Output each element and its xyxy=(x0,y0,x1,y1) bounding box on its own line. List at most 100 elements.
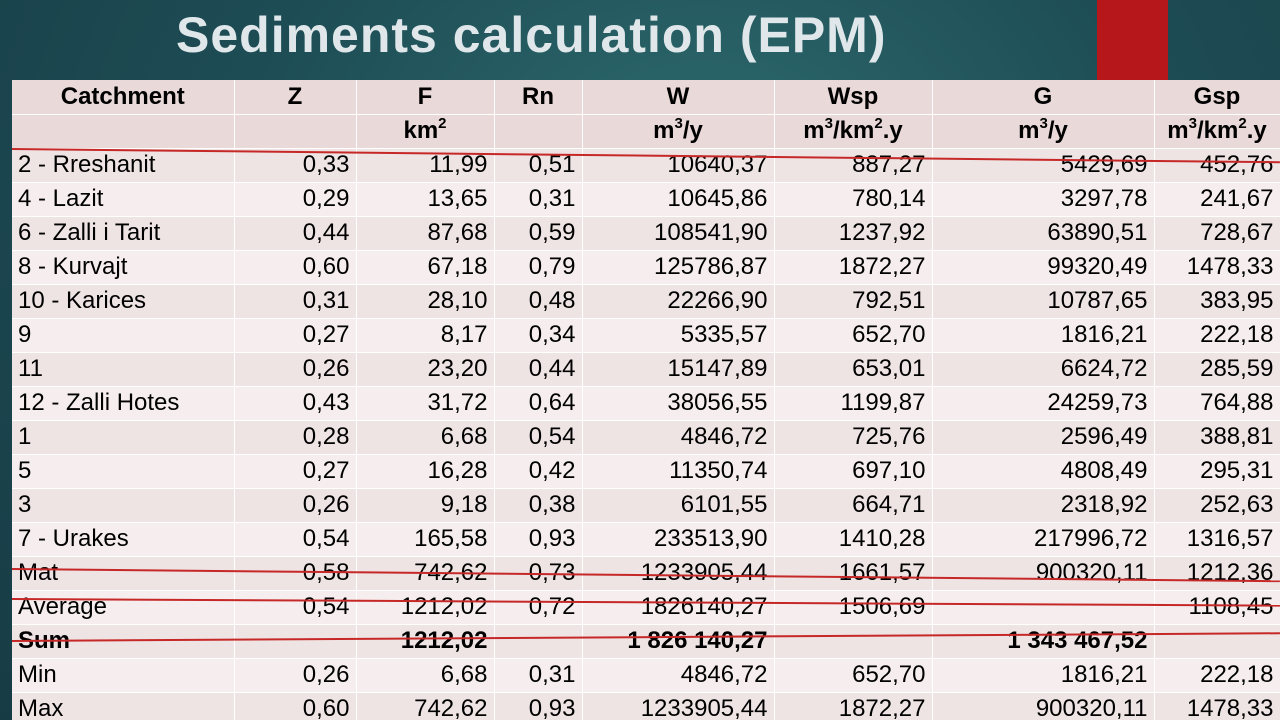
unit-exponent: 2 xyxy=(1238,115,1247,132)
value-cell: 764,88 xyxy=(1154,386,1280,421)
value-cell: 3297,78 xyxy=(932,182,1155,217)
value-cell: 1872,27 xyxy=(774,250,933,285)
unit-text: .y xyxy=(882,117,903,144)
catchment-cell: Mat xyxy=(12,556,235,591)
value-cell: 6101,55 xyxy=(582,488,775,523)
table-row: Average 0,54 1212,02 0,72 1826140,27 1506,69 1… xyxy=(12,590,1280,625)
value-cell xyxy=(1154,624,1280,659)
value-cell: 0,42 xyxy=(494,454,583,489)
catchment-cell: 9 xyxy=(12,318,235,353)
value-cell: 0,28 xyxy=(234,420,357,455)
table-body: 2 - Rreshanit 0,33 11,99 0,51 10640,37 887,27… xyxy=(12,148,1280,720)
value-cell: 0,33 xyxy=(234,148,357,183)
catchment-cell: 12 - Zalli Hotes xyxy=(12,386,235,421)
table-row: Max 0,60 742,62 0,93 1233905,44 1872,27 900320… xyxy=(12,692,1280,720)
value-cell: 11350,74 xyxy=(582,454,775,489)
table-row: 6 - Zalli i Tarit 0,44 87,68 0,59 108541,90 1… xyxy=(12,216,1280,251)
value-cell: 10787,65 xyxy=(932,284,1155,319)
unit-text: m xyxy=(653,117,675,144)
value-cell: 1826140,27 xyxy=(582,590,775,625)
value-cell: 652,70 xyxy=(774,658,933,693)
table-row: 8 - Kurvajt 0,60 67,18 0,79 125786,87 1872,27… xyxy=(12,250,1280,285)
value-cell: 8,17 xyxy=(356,318,495,353)
value-cell: 792,51 xyxy=(774,284,933,319)
value-cell: 0,31 xyxy=(234,284,357,319)
value-cell: 0,54 xyxy=(234,522,357,557)
value-cell: 0,26 xyxy=(234,658,357,693)
value-cell: 0,27 xyxy=(234,318,357,353)
value-cell: 664,71 xyxy=(774,488,933,523)
value-cell: 900320,11 xyxy=(932,556,1155,591)
value-cell: 1199,87 xyxy=(774,386,933,421)
value-cell: 725,76 xyxy=(774,420,933,455)
catchment-cell: 3 xyxy=(12,488,235,523)
value-cell: 125786,87 xyxy=(582,250,775,285)
catchment-cell: 4 - Lazit xyxy=(12,182,235,217)
value-cell: 28,10 xyxy=(356,284,495,319)
value-cell: 31,72 xyxy=(356,386,495,421)
value-cell: 1316,57 xyxy=(1154,522,1280,557)
value-cell: 1212,02 xyxy=(356,624,495,659)
value-cell: 9,18 xyxy=(356,488,495,523)
value-cell: 0,31 xyxy=(494,658,583,693)
value-cell: 0,79 xyxy=(494,250,583,285)
value-cell: 900320,11 xyxy=(932,692,1155,720)
column-header: Gsp xyxy=(1154,80,1280,115)
value-cell: 233513,90 xyxy=(582,522,775,557)
value-cell: 24259,73 xyxy=(932,386,1155,421)
value-cell: 0,27 xyxy=(234,454,357,489)
value-cell: 1212,02 xyxy=(356,590,495,625)
value-cell: 1661,57 xyxy=(774,556,933,591)
unit-text: m xyxy=(1018,117,1040,144)
value-cell: 2596,49 xyxy=(932,420,1155,455)
table-row: 11 0,26 23,20 0,44 15147,89 653,01 6624,72 285,… xyxy=(12,352,1280,387)
column-header: Wsp xyxy=(774,80,933,115)
column-unit: km2 xyxy=(356,114,495,149)
value-cell: 0,26 xyxy=(234,352,357,387)
unit-text: .y xyxy=(1246,117,1267,144)
value-cell: 1233905,44 xyxy=(582,556,775,591)
column-unit xyxy=(494,114,583,149)
value-cell: 1816,21 xyxy=(932,658,1155,693)
unit-exponent: 2 xyxy=(874,115,883,132)
value-cell xyxy=(234,624,357,659)
value-cell xyxy=(774,624,933,659)
value-cell: 452,76 xyxy=(1154,148,1280,183)
catchment-cell: Max xyxy=(12,692,235,720)
value-cell: 0,38 xyxy=(494,488,583,523)
unit-text: /km xyxy=(1196,117,1239,144)
catchment-cell: 11 xyxy=(12,352,235,387)
value-cell: 6624,72 xyxy=(932,352,1155,387)
value-cell: 87,68 xyxy=(356,216,495,251)
value-cell: 1478,33 xyxy=(1154,692,1280,720)
catchment-cell: 5 xyxy=(12,454,235,489)
value-cell: 4846,72 xyxy=(582,420,775,455)
value-cell: 165,58 xyxy=(356,522,495,557)
value-cell: 1 826 140,27 xyxy=(582,624,775,659)
value-cell: 38056,55 xyxy=(582,386,775,421)
value-cell: 13,65 xyxy=(356,182,495,217)
catchment-cell: 1 xyxy=(12,420,235,455)
value-cell: 241,67 xyxy=(1154,182,1280,217)
table-row: Min 0,26 6,68 0,31 4846,72 652,70 1816,21 222,1… xyxy=(12,658,1280,693)
value-cell: 15147,89 xyxy=(582,352,775,387)
table-row: 3 0,26 9,18 0,38 6101,55 664,71 2318,92 252,63 xyxy=(12,488,1280,523)
value-cell: 108541,90 xyxy=(582,216,775,251)
value-cell: 728,67 xyxy=(1154,216,1280,251)
value-cell: 252,63 xyxy=(1154,488,1280,523)
table-row: Mat0,58742,620,731233905,441661,57900320… xyxy=(12,556,1280,591)
value-cell: 285,59 xyxy=(1154,352,1280,387)
value-cell: 6,68 xyxy=(356,658,495,693)
value-cell: 388,81 xyxy=(1154,420,1280,455)
value-cell: 0,59 xyxy=(494,216,583,251)
value-cell: 217996,72 xyxy=(932,522,1155,557)
value-cell: 0,43 xyxy=(234,386,357,421)
slide-title: Sediments calculation (EPM) xyxy=(176,7,887,63)
table-header: Catchment Z F Rn W Wsp G Gsp km2 m3/y m3/km2.y m3/… xyxy=(12,80,1280,149)
value-cell: 0,72 xyxy=(494,590,583,625)
value-cell: 6,68 xyxy=(356,420,495,455)
value-cell: 4808,49 xyxy=(932,454,1155,489)
value-cell: 1816,21 xyxy=(932,318,1155,353)
value-cell: 1233905,44 xyxy=(582,692,775,720)
value-cell: 5429,69 xyxy=(932,148,1155,183)
